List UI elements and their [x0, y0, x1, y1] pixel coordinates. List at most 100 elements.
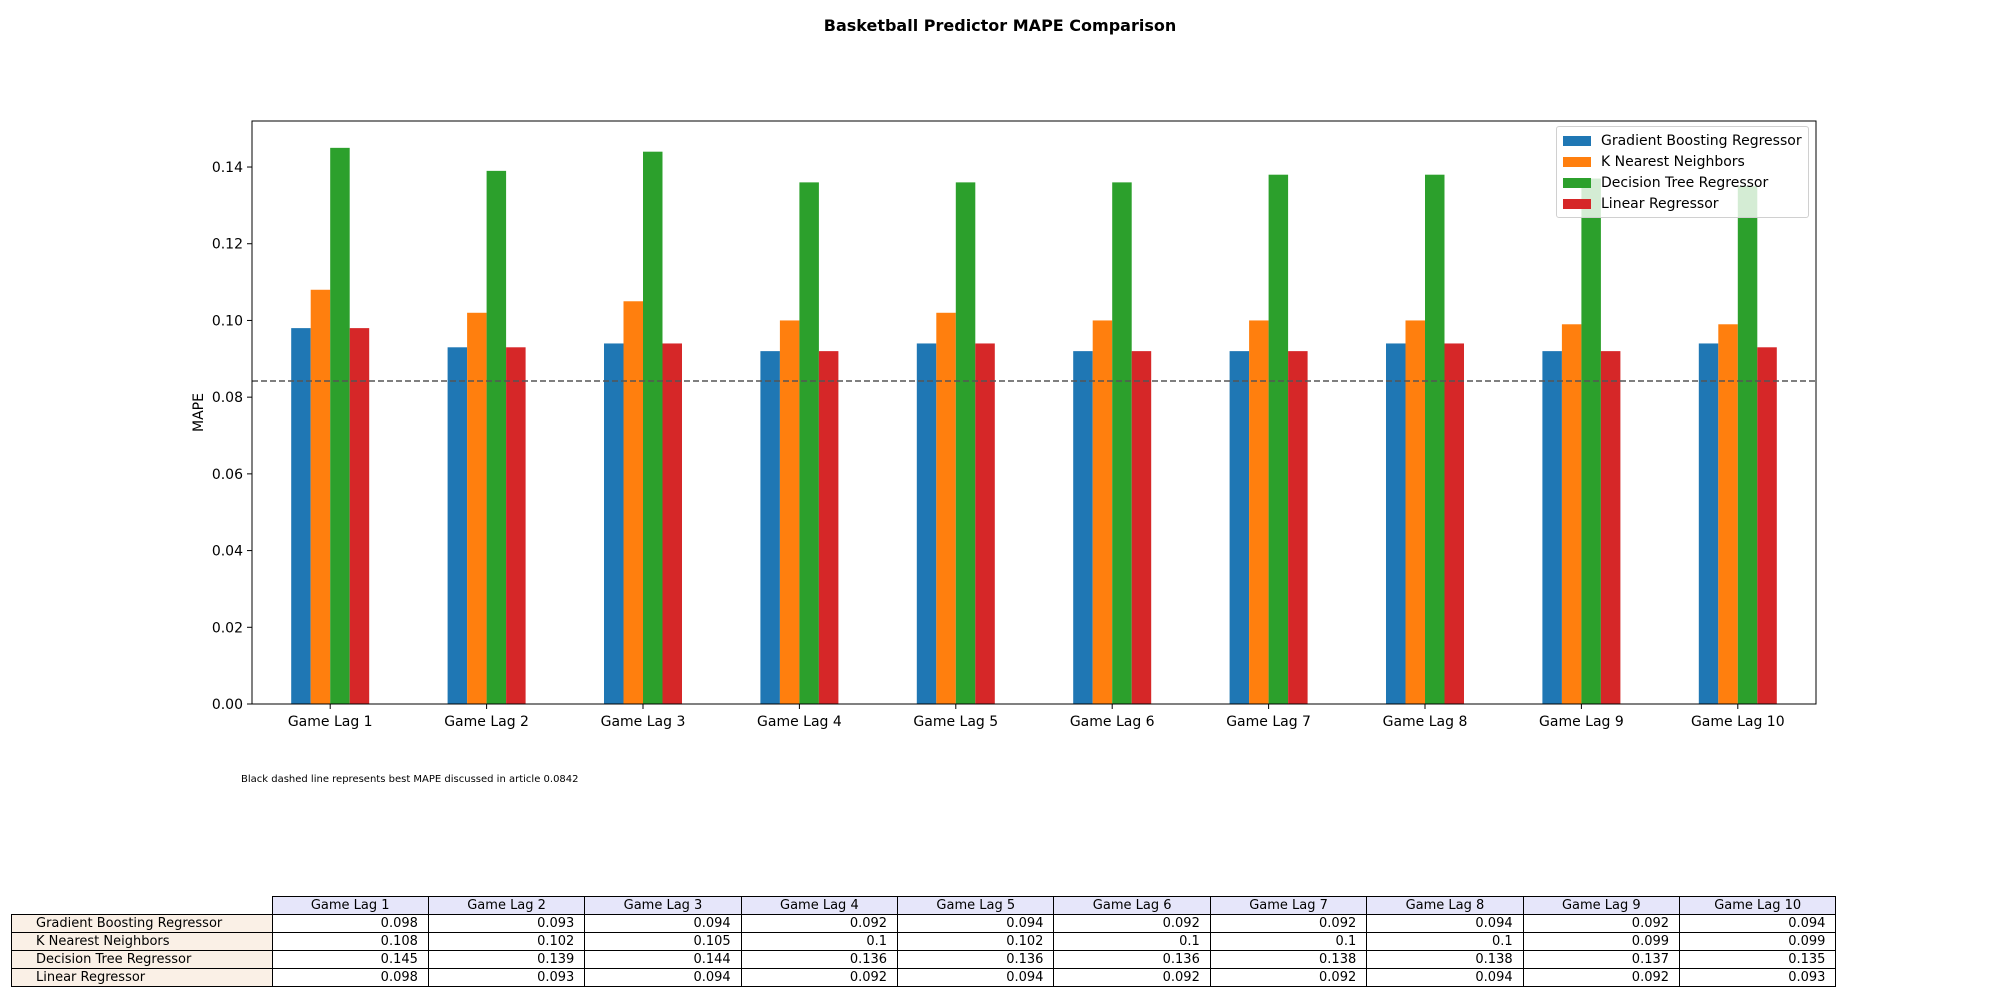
table-col-header-2: Game Lag 2 [427, 896, 586, 915]
table-cell-4-10: 0.093 [1679, 968, 1837, 987]
x-tick-label-6: Game Lag 6 [1070, 714, 1155, 730]
bar-3-10 [1737, 186, 1758, 704]
table-cell-2-4: 0.1 [740, 932, 899, 951]
table-col-header-6: Game Lag 6 [1053, 896, 1211, 915]
table-cell-1-3: 0.094 [584, 914, 742, 933]
table-cell-4-7: 0.092 [1209, 968, 1368, 987]
bar-4-10 [1757, 347, 1777, 704]
table-cell-1-1: 0.098 [271, 914, 429, 933]
table-cell-1-5: 0.094 [897, 914, 1055, 933]
bar-2-3 [623, 301, 643, 704]
x-tick-label-8: Game Lag 8 [1383, 714, 1468, 730]
table-cell-4-8: 0.094 [1366, 968, 1524, 987]
table-cell-2-10: 0.099 [1679, 932, 1837, 951]
bar-4-8 [1444, 343, 1464, 704]
legend-label-1: Gradient Boosting Regressor [1601, 132, 1802, 149]
legend-item-2: K Nearest Neighbors [1563, 151, 1802, 172]
table-col-header-5: Game Lag 5 [897, 896, 1055, 915]
table-cell-2-7: 0.1 [1209, 932, 1368, 951]
table-cell-2-2: 0.102 [427, 932, 586, 951]
table-col-header-8: Game Lag 8 [1366, 896, 1524, 915]
table-cell-1-10: 0.094 [1679, 914, 1837, 933]
bar-2-5 [936, 312, 956, 704]
table-cell-3-7: 0.138 [1209, 950, 1368, 969]
bar-4-7 [1288, 351, 1308, 704]
bar-4-1 [349, 328, 370, 704]
bar-4-4 [818, 351, 839, 704]
table-cell-4-1: 0.098 [271, 968, 429, 987]
table-col-header-3: Game Lag 3 [584, 896, 742, 915]
legend-swatch-3 [1563, 177, 1591, 188]
x-tick-label-5: Game Lag 5 [913, 714, 998, 730]
table-cell-2-5: 0.102 [897, 932, 1055, 951]
chart-annotation: Black dashed line represents best MAPE d… [241, 774, 579, 785]
table-cell-3-6: 0.136 [1053, 950, 1211, 969]
bar-3-5 [955, 182, 976, 705]
bar-4-2 [506, 347, 526, 704]
table-col-header-1: Game Lag 1 [271, 896, 429, 915]
y-tick-label-8: 0.14 [212, 160, 243, 176]
y-tick-label-3: 0.04 [212, 544, 243, 560]
table-cell-3-4: 0.136 [740, 950, 899, 969]
table-row-header-3: Decision Tree Regressor [11, 950, 273, 969]
plot-frame [251, 120, 1817, 705]
bar-3-7 [1268, 174, 1289, 704]
table-cell-1-8: 0.094 [1366, 914, 1524, 933]
table-cell-2-3: 0.105 [584, 932, 742, 951]
table-row: K Nearest Neighbors 0.108 0.102 0.105 0.1 0.1… [11, 932, 1837, 951]
legend-label-4: Linear Regressor [1601, 195, 1719, 212]
table-cell-1-6: 0.092 [1053, 914, 1211, 933]
table-corner [12, 897, 273, 915]
table-cell-3-9: 0.137 [1522, 950, 1681, 969]
bar-2-8 [1405, 320, 1425, 704]
legend-swatch-1 [1563, 135, 1591, 146]
y-tick-label-6: 0.10 [212, 313, 243, 329]
table-cell-4-2: 0.093 [427, 968, 586, 987]
table-cell-1-2: 0.093 [427, 914, 586, 933]
table-cell-2-6: 0.1 [1053, 932, 1211, 951]
table-cell-1-4: 0.092 [740, 914, 899, 933]
legend-swatch-4 [1563, 198, 1591, 209]
y-tick-label-2: 0.02 [212, 620, 243, 636]
bar-3-9 [1581, 178, 1601, 704]
bar-1-2 [447, 347, 468, 704]
bar-3-3 [643, 151, 663, 704]
bar-2-6 [1092, 320, 1113, 704]
y-tick-label-7: 0.12 [212, 237, 243, 253]
x-tick-label-1: Game Lag 1 [288, 714, 373, 730]
bar-1-8 [1386, 343, 1406, 704]
bar-2-1 [310, 289, 331, 704]
bar-4-3 [662, 343, 682, 704]
table-cell-3-8: 0.138 [1366, 950, 1524, 969]
table-row: Decision Tree Regressor 0.145 0.139 0.144 0.… [11, 950, 1837, 969]
bar-3-4 [799, 182, 819, 705]
table-col-header-9: Game Lag 9 [1522, 896, 1681, 915]
table-cell-3-2: 0.139 [427, 950, 586, 969]
legend-item-3: Decision Tree Regressor [1563, 172, 1802, 193]
table-cell-2-1: 0.108 [271, 932, 429, 951]
table-row: Gradient Boosting Regressor 0.098 0.093 0.0… [11, 914, 1837, 933]
bar-3-8 [1425, 174, 1445, 704]
table-cell-4-5: 0.094 [897, 968, 1055, 987]
bar-1-1 [291, 328, 311, 704]
table-cell-1-9: 0.092 [1522, 914, 1681, 933]
bar-4-9 [1600, 351, 1621, 704]
table-row: Linear Regressor 0.098 0.093 0.094 0.092 0.09… [11, 968, 1837, 987]
legend-item-4: Linear Regressor [1563, 193, 1802, 214]
table-cell-4-3: 0.094 [584, 968, 742, 987]
x-tick-label-10: Game Lag 10 [1691, 714, 1785, 730]
bar-4-6 [1131, 351, 1152, 704]
bar-1-6 [1073, 351, 1093, 704]
x-tick-label-7: Game Lag 7 [1226, 714, 1311, 730]
table-row-header-4: Linear Regressor [11, 968, 273, 987]
bar-2-7 [1249, 320, 1269, 704]
legend-swatch-2 [1563, 156, 1591, 167]
x-tick-label-4: Game Lag 4 [757, 714, 842, 730]
table-col-header-7: Game Lag 7 [1209, 896, 1368, 915]
table-cell-2-9: 0.099 [1522, 932, 1681, 951]
data-table: Game Lag 1 Game Lag 2 Game Lag 3 Game Lag 4… [11, 896, 1837, 987]
x-tick-label-2: Game Lag 2 [444, 714, 529, 730]
table-cell-4-4: 0.092 [740, 968, 899, 987]
bar-3-6 [1112, 182, 1132, 705]
